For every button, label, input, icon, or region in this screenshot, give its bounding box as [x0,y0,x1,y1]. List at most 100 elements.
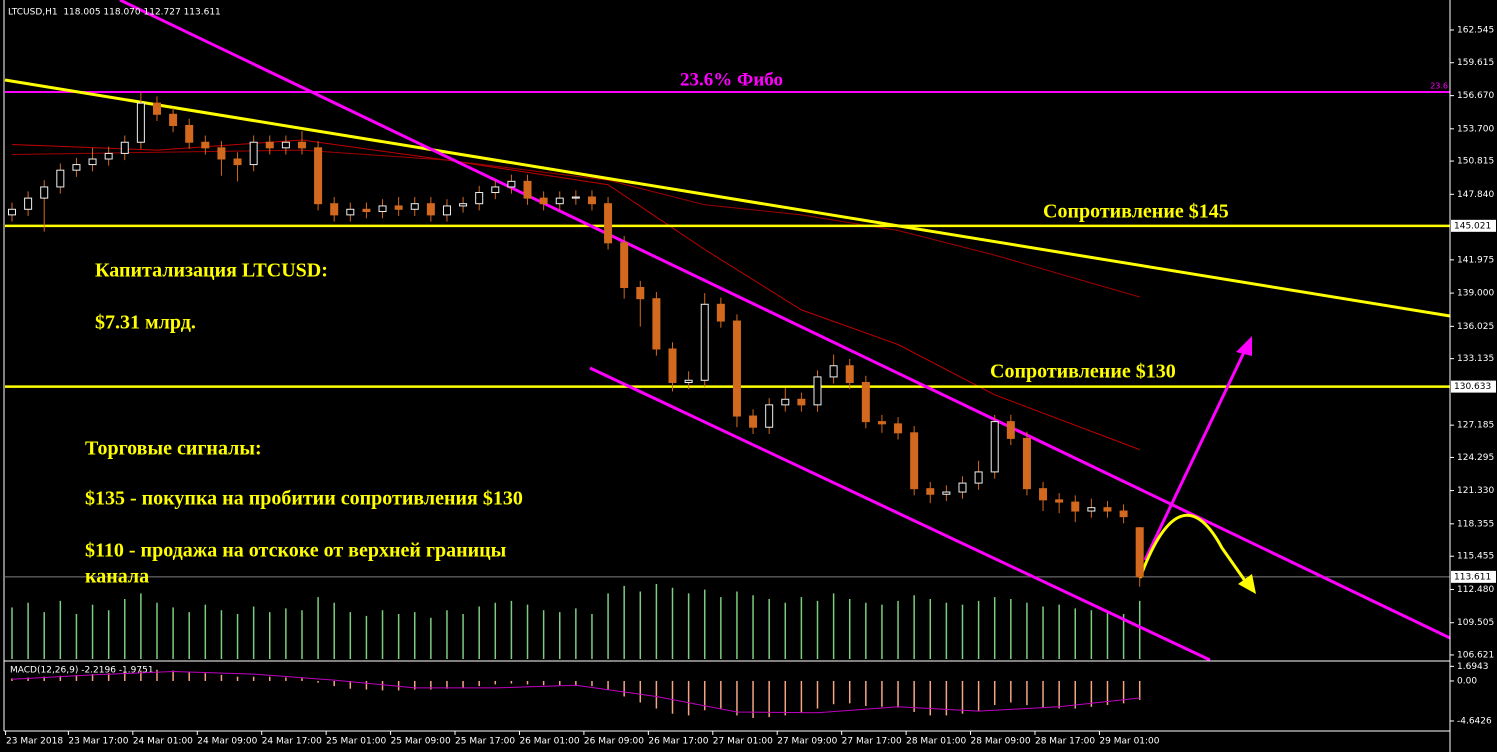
candle-body [636,287,645,300]
candle-body [765,404,774,428]
x-tick-label: 27 Mar 01:00 [713,737,773,747]
x-tick-label: 23 Mar 2018 [6,737,63,747]
candle-body [24,197,33,210]
x-tick-label: 26 Mar 01:00 [519,737,579,747]
annotation: Капитализация LTCUSD: [95,260,328,282]
price-pane [5,90,1450,659]
y-tick-label: 133.135 [1457,354,1494,364]
candle-body [297,141,306,149]
y-tick-label: 156.670 [1457,91,1494,101]
candle-body [330,203,339,216]
candle-body [571,196,580,199]
candle-body [990,421,999,473]
candle-body [362,208,371,213]
annotation: $110 - продажа на отскоке от верхней гра… [85,540,507,562]
candle-body [555,197,564,205]
candle-body [249,141,258,166]
y-tick-label: 118.355 [1457,519,1494,529]
candle-body [346,208,355,216]
fibo-label: 23.6% Фибо [680,69,783,90]
arrow-up [1143,347,1248,561]
y-tick-label: 153.700 [1457,124,1494,134]
candle-body [732,320,741,417]
candle-body [152,102,161,115]
y-tick-label: 112.480 [1457,585,1494,595]
candle-body [475,192,484,205]
candle-body [40,186,49,199]
x-tick-label: 26 Mar 09:00 [584,737,644,747]
arrow-head [1238,574,1256,594]
candle-body [1039,488,1048,501]
y-tick-label: 150.815 [1457,157,1494,167]
price-label: 130.633 [1454,382,1491,392]
candle-body [507,180,516,188]
candle-body [1103,507,1112,512]
candle-body [620,242,629,289]
y-tick-label: 106.621 [1457,650,1494,660]
candle-body [877,421,886,425]
x-tick-label: 28 Mar 17:00 [1035,737,1095,747]
candle-body [797,398,806,406]
candle-body [539,197,548,205]
candle-body [120,141,129,154]
x-tick-label: 25 Mar 01:00 [326,737,386,747]
candle-body [314,147,323,205]
candle-body [378,205,387,213]
candle-body [1119,510,1128,518]
candle-body [910,432,919,490]
candle-body [201,141,210,149]
y-tick-label: 159.615 [1457,58,1494,68]
y-tick-label: 124.295 [1457,453,1494,463]
channel-upper [119,0,1451,640]
annotation: Сопротивление $130 [990,361,1176,383]
x-tick-label: 25 Mar 09:00 [391,737,451,747]
x-tick-label: 24 Mar 09:00 [197,737,257,747]
candle-body [1087,507,1096,512]
x-tick-label: 23 Mar 17:00 [68,737,128,747]
y-tick-label: 136.025 [1457,322,1494,332]
annotation: Торговые сигналы: [85,438,262,460]
candle-body [265,141,274,149]
price-label-box [1451,570,1496,583]
candle-body [845,365,854,384]
y-tick-label: -4.6426 [1457,716,1492,726]
price-label: 145.021 [1454,221,1491,231]
candle-body [394,205,403,210]
candle-body [104,152,113,160]
y-tick-label: 115.455 [1457,552,1494,562]
y-tick-label: 127.185 [1457,421,1494,431]
candle-body [926,488,935,495]
x-tick-label: 28 Mar 01:00 [906,737,966,747]
candle-body [523,180,532,199]
candle-body [861,382,870,423]
x-tick-label: 26 Mar 17:00 [648,737,708,747]
candle-body [829,365,838,378]
y-tick-label: 109.505 [1457,618,1494,628]
candle-body [1135,527,1144,578]
candle-body [894,423,903,434]
candle-body [442,205,451,216]
candle-body [749,415,758,428]
candle-body [684,379,693,384]
y-tick-label: 0.00 [1457,676,1477,686]
x-tick-label: 24 Mar 17:00 [262,737,322,747]
candle-body [281,141,290,149]
annotation: $135 - покупка на пробитии сопротивления… [85,488,523,510]
y-tick-label: 147.840 [1457,190,1494,200]
arrow-head [1236,336,1252,356]
moving-average [11,149,1140,298]
x-tick-label: 25 Mar 17:00 [455,737,515,747]
candle-body [668,348,677,384]
candle-body [8,208,16,216]
candle-body [491,186,500,194]
y-tick-label: 1.6943 [1457,662,1489,672]
x-tick-label: 24 Mar 01:00 [133,737,193,747]
candle-body [700,303,709,381]
chart-title: LTCUSD,H1 118.005 118.070 112.727 113.61… [8,8,221,18]
candle-body [185,124,194,143]
x-tick-label: 28 Mar 09:00 [971,737,1031,747]
candle-body [72,164,81,171]
x-tick-label: 27 Mar 17:00 [842,737,902,747]
